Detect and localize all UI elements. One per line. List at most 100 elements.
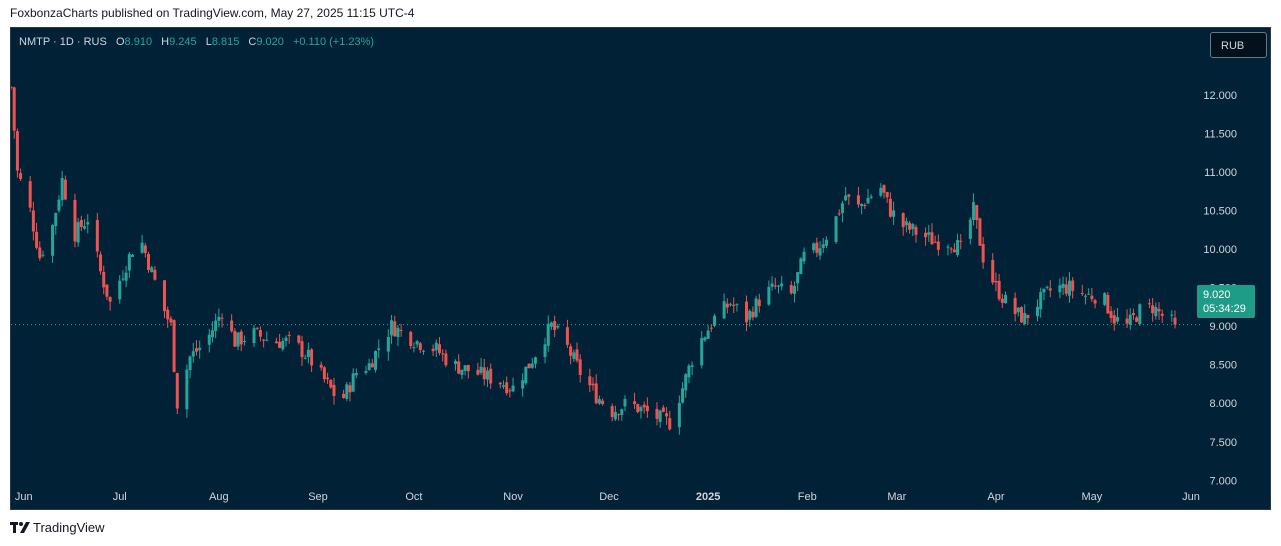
candle-body [655,408,659,419]
candle-body [860,204,864,207]
y-tick-label: 7.500 [1209,437,1237,449]
candle-body [319,364,323,368]
candle-body [997,280,1001,300]
candle-body [1157,308,1161,312]
candle-body [150,267,154,273]
chart-panel[interactable]: 12.00011.50011.00010.50010.0009.5009.000… [10,27,1271,510]
candle-body [434,342,438,351]
x-tick-label: Jul [113,491,127,503]
candle-body [1087,293,1091,295]
candle-body [278,341,282,348]
candle-body [441,353,445,355]
candle-body [527,363,531,369]
candle-body [773,285,777,287]
candle-body [834,216,838,242]
candle-body [54,213,58,227]
y-tick-label: 9.000 [1209,321,1237,333]
x-tick-label: Aug [209,491,229,503]
candle-body [422,350,426,352]
y-tick-label: 11.000 [1204,167,1237,179]
candle-body [949,248,953,250]
candle-body [665,413,669,417]
candle-body [479,366,483,373]
candle-body [780,283,784,287]
candle-body [95,219,99,252]
candle-body [914,227,918,235]
candle-body [108,297,112,302]
candle-body [300,341,304,358]
candle-body [565,327,569,345]
candle-body [751,311,755,318]
candle-body [546,323,550,346]
candle-body [732,304,736,306]
candle-body [76,222,80,243]
candle-body [681,388,685,403]
candle-body [453,361,457,365]
candle-body [281,340,285,350]
y-tick-label: 8.500 [1209,360,1237,372]
candle-body [748,310,752,320]
candle-body [533,357,537,364]
candle-body [776,285,780,287]
symbol-label: NMTP · 1D · RUS [19,36,107,48]
candle-body [824,239,828,246]
candle-body [885,192,889,198]
candle-body [866,198,870,204]
candle-body [287,334,291,336]
candle-body [412,347,416,349]
candle-body [79,220,83,228]
candle-body [668,418,672,430]
candle-body [1125,318,1129,324]
candle-body [1013,297,1017,315]
candle-body [377,348,381,351]
candle-body [1071,280,1075,291]
last-price-value: 9.020 [1203,289,1231,301]
candle-body [342,393,346,398]
candle-body [194,348,198,352]
candle-body [1004,294,1008,304]
candle-body [19,173,23,180]
candle-body [188,356,192,371]
candle-body [310,349,314,366]
candle-body [543,344,547,357]
low-label: L [205,36,212,48]
candle-body [15,131,19,171]
y-tick-label: 11.500 [1204,129,1237,141]
candle-body [575,349,579,361]
candle-body [329,379,333,388]
candle-body [968,219,972,239]
candle-body [1048,288,1052,291]
candle-body [952,249,956,253]
candle-body [956,239,960,256]
candle-body [466,364,470,372]
candle-body [815,242,819,253]
candle-body [11,86,13,88]
candle-body [1135,317,1139,322]
x-tick-label: Jun [15,491,33,503]
candle-body [239,331,243,345]
candle-body [121,278,125,280]
candle-body [1058,285,1062,293]
candle-body [35,231,39,248]
candle-body [345,384,349,399]
candle-body [185,369,189,410]
price-chart[interactable]: 12.00011.50011.00010.50010.0009.5009.000… [11,28,1270,509]
candle-body [1080,293,1084,295]
candle-body [863,204,867,207]
close-label: C [248,36,257,48]
candle-body [322,367,326,380]
low-value: 8.815 [211,36,240,48]
x-tick-label: 2025 [696,491,720,503]
candle-body [374,351,378,370]
candle-body [847,194,851,197]
y-tick-label: 12.000 [1203,90,1237,102]
candle-body [812,243,816,251]
candle-body [501,385,505,387]
currency-button[interactable]: RUB [1210,32,1267,58]
tradingview-logo[interactable]: TradingView [10,520,105,535]
candle-body [1036,306,1040,317]
candle-body [143,245,147,254]
candle-body [396,327,400,338]
candle-body [303,357,307,359]
candle-body [936,241,940,250]
